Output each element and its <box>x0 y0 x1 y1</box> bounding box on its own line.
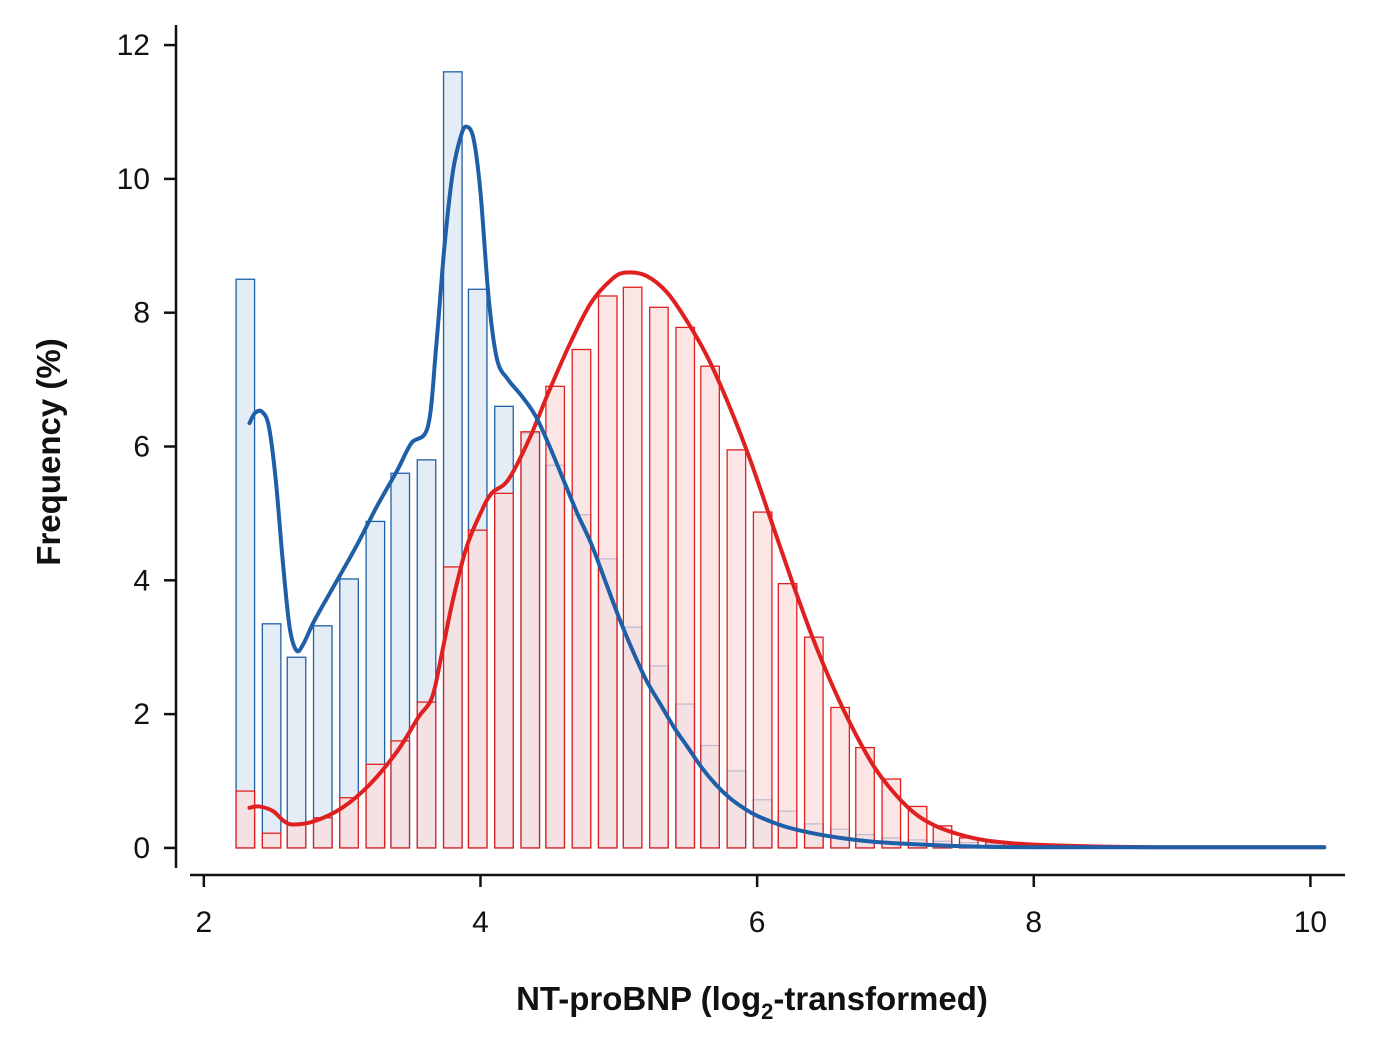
histogram-bar-series-1-bin-9 <box>467 529 488 849</box>
y-axis-title: Frequency (%) <box>30 338 67 565</box>
x-axis-title: NT-proBNP (log2-transformed) <box>516 980 988 1024</box>
histogram-bar-series-1-bin-15 <box>622 286 643 849</box>
x-tick-label-2: 6 <box>749 906 766 939</box>
histogram-bar-series-1-bin-12 <box>545 385 566 849</box>
histogram-bar-series-1-bin-23 <box>830 706 851 849</box>
y-tick-label-5: 10 <box>117 163 150 196</box>
histogram-bar-series-1-bin-22 <box>803 636 824 849</box>
histogram-bar-series-1-bin-8 <box>442 566 463 849</box>
histogram-bar-series-1-bin-1 <box>261 832 282 849</box>
y-tick-label-6: 12 <box>117 29 150 62</box>
histogram-bar-series-1-bin-19 <box>726 449 747 849</box>
y-tick-label-4: 8 <box>133 297 150 330</box>
histogram-bar-series-1-bin-13 <box>571 348 592 849</box>
histogram-bar-series-1-bin-14 <box>597 295 618 849</box>
histogram-bar-series-1-bin-7 <box>416 701 437 849</box>
histogram-bar-series-1-bin-6 <box>390 740 411 849</box>
histogram-bar-series-1-bin-17 <box>675 326 696 849</box>
histogram-bar-series-1-bin-2 <box>286 823 307 849</box>
x-tick-label-4: 10 <box>1294 906 1327 939</box>
x-axis-title-main: NT-proBNP (log <box>516 980 761 1017</box>
histogram-bar-series-1-bin-10 <box>494 492 514 849</box>
density-curve-series-1 <box>247 270 1327 850</box>
x-tick-label-1: 4 <box>472 906 489 939</box>
histogram-bar-series-1-bin-11 <box>520 431 541 849</box>
ticks-layer: 0 2 4 6 8 10 12 2 4 6 8 10 <box>117 29 1327 939</box>
histogram-bar-series-1-bin-16 <box>649 306 669 849</box>
y-tick-label-1: 2 <box>133 698 150 731</box>
bars-layer <box>235 71 1108 849</box>
density-curve-series-0 <box>247 124 1327 850</box>
histogram-bar-series-1-bin-0 <box>235 790 256 849</box>
histogram-bar-series-0-bin-2 <box>286 656 307 849</box>
y-tick-label-0: 0 <box>133 832 150 865</box>
curves-layer <box>247 124 1327 850</box>
y-tick-label-3: 6 <box>133 431 150 464</box>
x-axis-title-subscript: 2 <box>761 999 773 1024</box>
x-tick-label-0: 2 <box>195 906 212 939</box>
histogram-bar-series-1-bin-4 <box>339 797 359 849</box>
y-tick-label-2: 4 <box>133 564 150 597</box>
histogram-bar-series-1-bin-21 <box>777 583 798 849</box>
x-tick-label-3: 8 <box>1025 906 1042 939</box>
x-axis-title-suffix: -transformed) <box>773 980 988 1017</box>
histogram-bar-series-1-bin-20 <box>752 511 773 849</box>
histogram-bar-series-0-bin-0 <box>235 278 256 849</box>
